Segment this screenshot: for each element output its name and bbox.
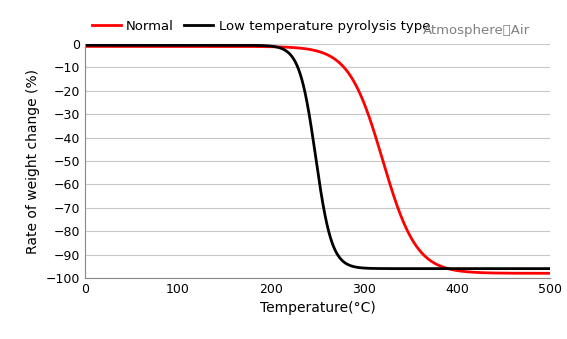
Normal: [162, 44, 169, 48]
Normal: [547, 271, 553, 275]
Normal: [135, 44, 142, 48]
X-axis label: Temperature(°C): Temperature(°C): [260, 301, 375, 315]
Normal: [280, 45, 287, 49]
Legend: Normal, Low temperature pyrolysis type: Normal, Low temperature pyrolysis type: [92, 20, 430, 33]
Low temperature pyrolysis type: [162, 43, 169, 47]
Normal: [538, 271, 544, 275]
Low temperature pyrolysis type: [260, 43, 266, 47]
Low temperature pyrolysis type: [547, 266, 553, 271]
Normal: [260, 44, 266, 48]
Normal: [488, 271, 494, 275]
Line: Normal: Normal: [85, 46, 550, 273]
Low temperature pyrolysis type: [280, 47, 287, 52]
Line: Low temperature pyrolysis type: Low temperature pyrolysis type: [85, 45, 550, 268]
Low temperature pyrolysis type: [82, 43, 88, 47]
Low temperature pyrolysis type: [135, 43, 142, 47]
Low temperature pyrolysis type: [538, 266, 544, 271]
Y-axis label: Rate of weight change (%): Rate of weight change (%): [26, 68, 40, 254]
Normal: [82, 44, 88, 48]
Low temperature pyrolysis type: [488, 266, 494, 271]
Text: Atmosphere：Air: Atmosphere：Air: [423, 24, 530, 37]
